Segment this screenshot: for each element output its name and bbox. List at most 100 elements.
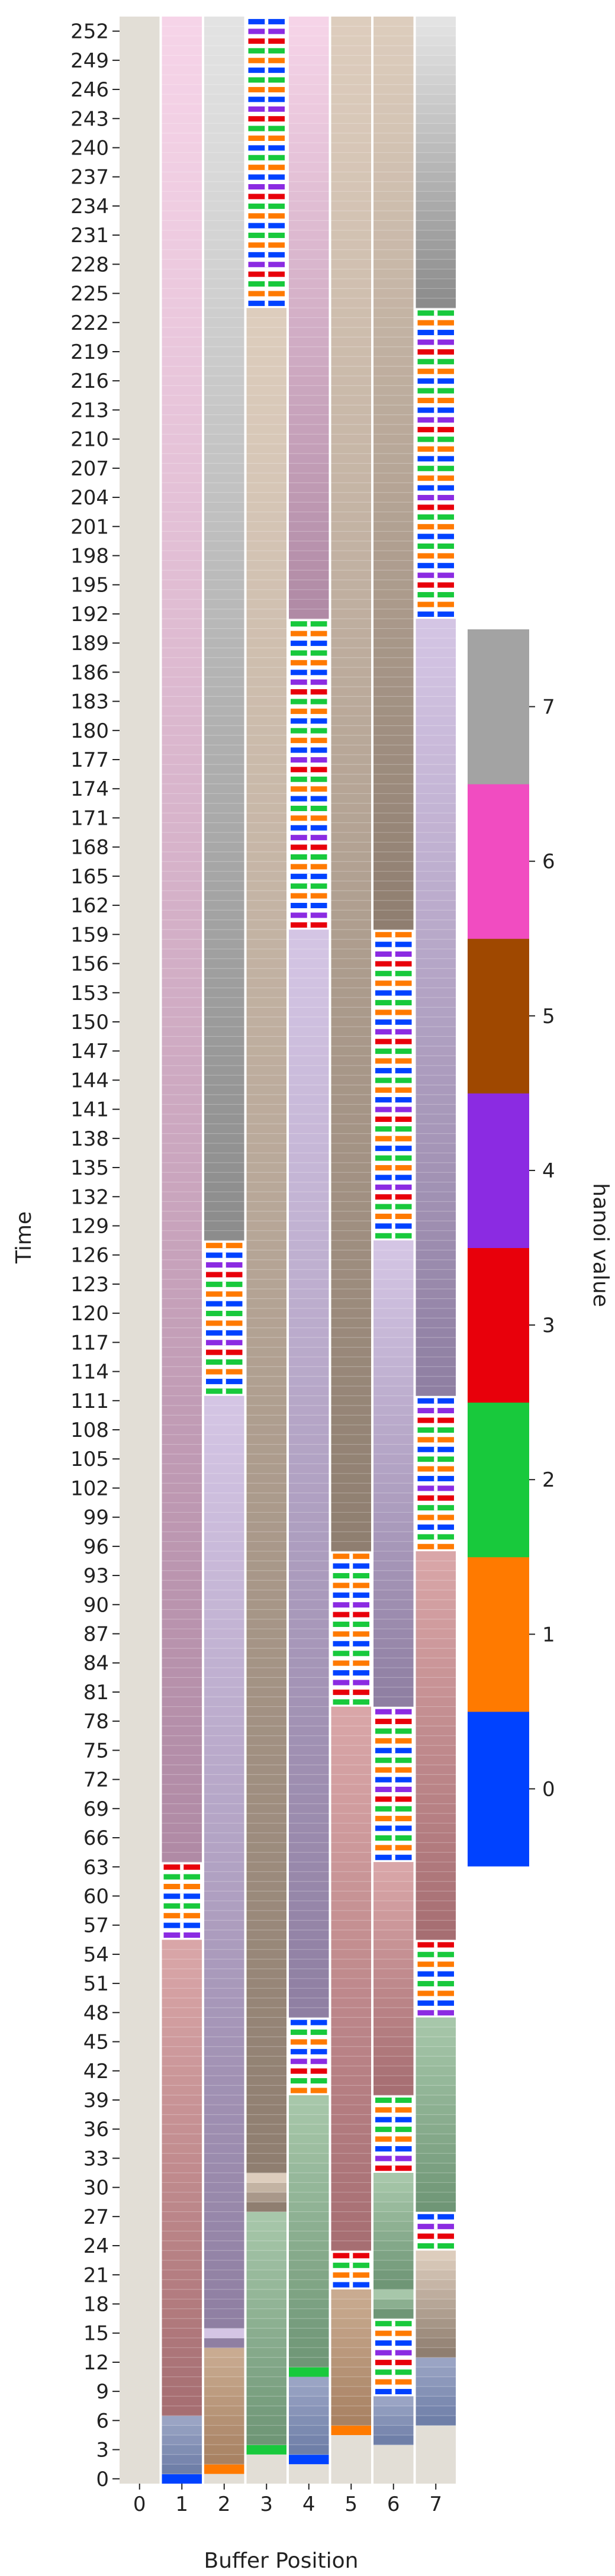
cell-p5-t179 [331, 735, 371, 745]
cell-p4-t5 [289, 2425, 329, 2436]
cell-p1-t210 [162, 434, 202, 445]
cell-p1-t115 [162, 1356, 202, 1367]
cell-p2-t252 [204, 26, 244, 37]
cell-p2-t68 [204, 1813, 244, 1824]
cell-p2-t50 [204, 1988, 244, 1999]
cell-p3-t172 [246, 803, 286, 813]
cell-p2-t40 [204, 2085, 244, 2096]
transfer-gap-p4-7-13 [307, 796, 311, 802]
cell-p5-t211 [331, 424, 371, 435]
cell-p4-t252 [289, 26, 329, 37]
cell-p6-t195 [373, 580, 414, 590]
cell-p3-t122 [246, 1289, 286, 1299]
cell-p5-t47 [331, 2017, 371, 2028]
cell-p2-t182 [204, 706, 244, 716]
cell-p5-t49 [331, 1998, 371, 2008]
transfer-gap-p7-9-7 [434, 543, 438, 549]
transfer-gap-p6-9-9 [391, 1146, 395, 1152]
cell-p3-t14 [246, 2337, 286, 2348]
cell-p4-t239 [289, 152, 329, 163]
cell-p7-t235 [416, 191, 456, 202]
cell-p2-t183 [204, 696, 244, 707]
y-tick-label-210: 210 [70, 428, 109, 452]
cell-p5-t221 [331, 327, 371, 337]
cell-p3-t219 [246, 346, 286, 357]
y-tick-label-222: 222 [70, 311, 109, 335]
cell-p3-t161 [246, 910, 286, 921]
cell-p1-t73 [162, 1764, 202, 1775]
cell-p2-t181 [204, 716, 244, 726]
cell-p4-t127 [289, 1240, 329, 1250]
cell-p4-t76 [289, 1735, 329, 1746]
cell-p4-t132 [289, 1192, 329, 1202]
cell-p1-t208 [162, 454, 202, 464]
cell-p2-t49 [204, 1998, 244, 2008]
cell-p3-t164 [246, 881, 286, 891]
cell-p7-t241 [416, 133, 456, 143]
cell-p2-t216 [204, 376, 244, 386]
cell-p5-t200 [331, 531, 371, 542]
cell-p4-t143 [289, 1085, 329, 1095]
transfer-gap-p7-9-6 [434, 553, 438, 559]
cell-p3-t25 [246, 2231, 286, 2241]
cell-p4-t61 [289, 1881, 329, 1892]
cell-p6-t107 [373, 1435, 414, 1445]
cell-p4-t17 [289, 2308, 329, 2319]
cell-p1-t105 [162, 1454, 202, 1464]
cell-p1-t15 [162, 2328, 202, 2339]
cell-p1-t196 [162, 570, 202, 580]
cell-p6-t224 [373, 298, 414, 308]
cell-p6-t216 [373, 376, 414, 386]
transfer-gap-p6-7-3 [391, 1825, 395, 1831]
cell-p6-t192 [373, 609, 414, 619]
cell-empty-p5-0 [331, 2435, 371, 2484]
y-tick-label-192: 192 [70, 603, 109, 626]
cell-p1-t142 [162, 1095, 202, 1105]
cell-p6-t197 [373, 560, 414, 571]
cell-p5-t193 [331, 599, 371, 610]
cell-p6-t41 [373, 2075, 414, 2086]
cell-p6-t117 [373, 1337, 414, 1348]
transfer-gap-p6-9-6 [391, 1175, 395, 1181]
transfer-gap-p6-7-14 [391, 1719, 395, 1725]
colorbar-tick-label-5: 5 [542, 1005, 555, 1028]
cell-p7-t133 [416, 1182, 456, 1192]
cell-p4-t152 [289, 997, 329, 1008]
cell-p4-t73 [289, 1764, 329, 1775]
cell-p6-t56 [373, 1929, 414, 1940]
cell-p5-t62 [331, 1871, 371, 1882]
cell-p3-t196 [246, 570, 286, 580]
cell-p4-t134 [289, 1172, 329, 1183]
cell-p4-t99 [289, 1512, 329, 1523]
cell-p1-t121 [162, 1298, 202, 1309]
colorbar-tick-label-7: 7 [542, 696, 555, 719]
transfer-gap-p3-5-8 [265, 223, 269, 229]
transfer-gap-p3-5-14 [265, 165, 269, 171]
cell-p1-t245 [162, 94, 202, 105]
cell-p7-t42 [416, 2066, 456, 2076]
transfer-gap-p7-7-3 [434, 1514, 438, 1520]
cell-p4-t195 [289, 580, 329, 590]
cell-p2-t210 [204, 434, 244, 445]
cell-p1-t43 [162, 2056, 202, 2066]
cell-p3-t43 [246, 2056, 286, 2066]
cell-p2-t171 [204, 813, 244, 824]
cell-p1-t213 [162, 405, 202, 416]
cell-p1-t244 [162, 104, 202, 114]
cell-p3-t198 [246, 551, 286, 561]
cell-p6-t209 [373, 443, 414, 454]
cell-p2-t145 [204, 1065, 244, 1076]
cell-p1-t117 [162, 1337, 202, 1348]
cell-p7-t190 [416, 628, 456, 639]
cell-p6-t186 [373, 667, 414, 677]
cell-p3-t19 [246, 2289, 286, 2300]
y-tick-label-237: 237 [70, 166, 109, 189]
transfer-gap-p7-9-24 [434, 378, 438, 384]
cell-p2-t92 [204, 1580, 244, 1591]
cell-p5-t112 [331, 1386, 371, 1396]
cell-p2-t59 [204, 1900, 244, 1911]
cell-p1-t222 [162, 317, 202, 328]
cell-p6-t101 [373, 1493, 414, 1503]
cell-p2-t17 [204, 2308, 244, 2319]
cell-p2-t13 [204, 2347, 244, 2358]
